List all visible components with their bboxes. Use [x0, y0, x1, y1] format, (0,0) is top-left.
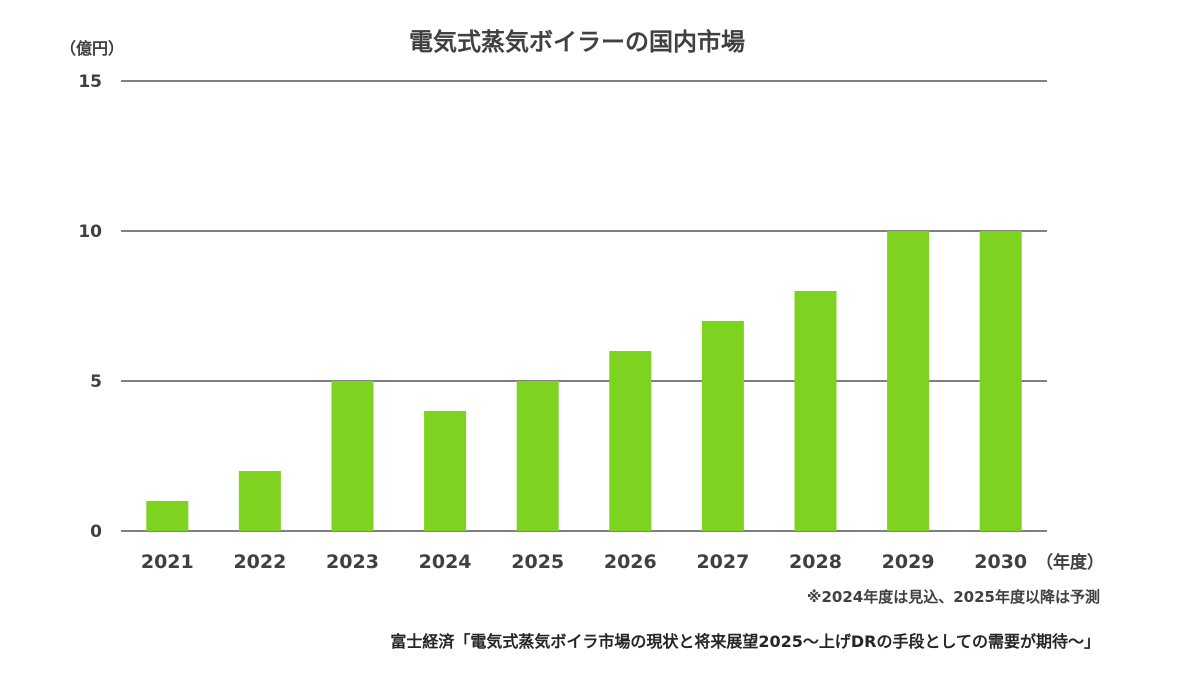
bar-2022 [238, 471, 281, 531]
bar-2028 [794, 291, 837, 531]
chart-title: 電気式蒸気ボイラーの国内市場 [409, 28, 745, 56]
x-tick-label: 2021 [141, 551, 194, 573]
y-axis-unit-label: （億円） [60, 39, 124, 58]
y-tick-label: 5 [90, 372, 102, 392]
bar-2021 [146, 501, 189, 531]
x-tick-label: 2023 [326, 551, 379, 573]
bar-2025 [516, 381, 559, 531]
bar-2024 [424, 411, 467, 531]
bar-2023 [331, 381, 374, 531]
x-tick-label: 2025 [511, 551, 564, 573]
bar-2029 [887, 231, 930, 531]
y-tick-label: 10 [78, 222, 102, 242]
bar-2026 [609, 351, 652, 531]
y-tick-label: 15 [78, 72, 102, 92]
x-tick-label: 2029 [882, 551, 935, 573]
x-tick-label: 2028 [789, 551, 842, 573]
forecast-footnote: ※2024年度は見込、2025年度以降は予測 [806, 588, 1100, 606]
x-axis-ticks: 2021 2022 2023 2024 2025 2026 2027 2028 2029 2030 [141, 551, 1027, 573]
x-tick-label: 2027 [696, 551, 749, 573]
y-axis-ticks: 0 5 10 15 [78, 72, 102, 542]
x-tick-label: 2030 [974, 551, 1027, 573]
bar-2027 [701, 321, 744, 531]
bar-2030 [979, 231, 1022, 531]
x-tick-label: 2026 [604, 551, 657, 573]
y-tick-label: 0 [90, 522, 102, 542]
source-citation: 富士経済「電気式蒸気ボイラ市場の現状と将来展望2025～上げDRの手段としての需… [390, 632, 1100, 651]
x-tick-label: 2022 [233, 551, 286, 573]
bar-series [146, 231, 1022, 531]
x-axis-unit-label: （年度） [1036, 552, 1104, 573]
x-tick-label: 2024 [419, 551, 472, 573]
